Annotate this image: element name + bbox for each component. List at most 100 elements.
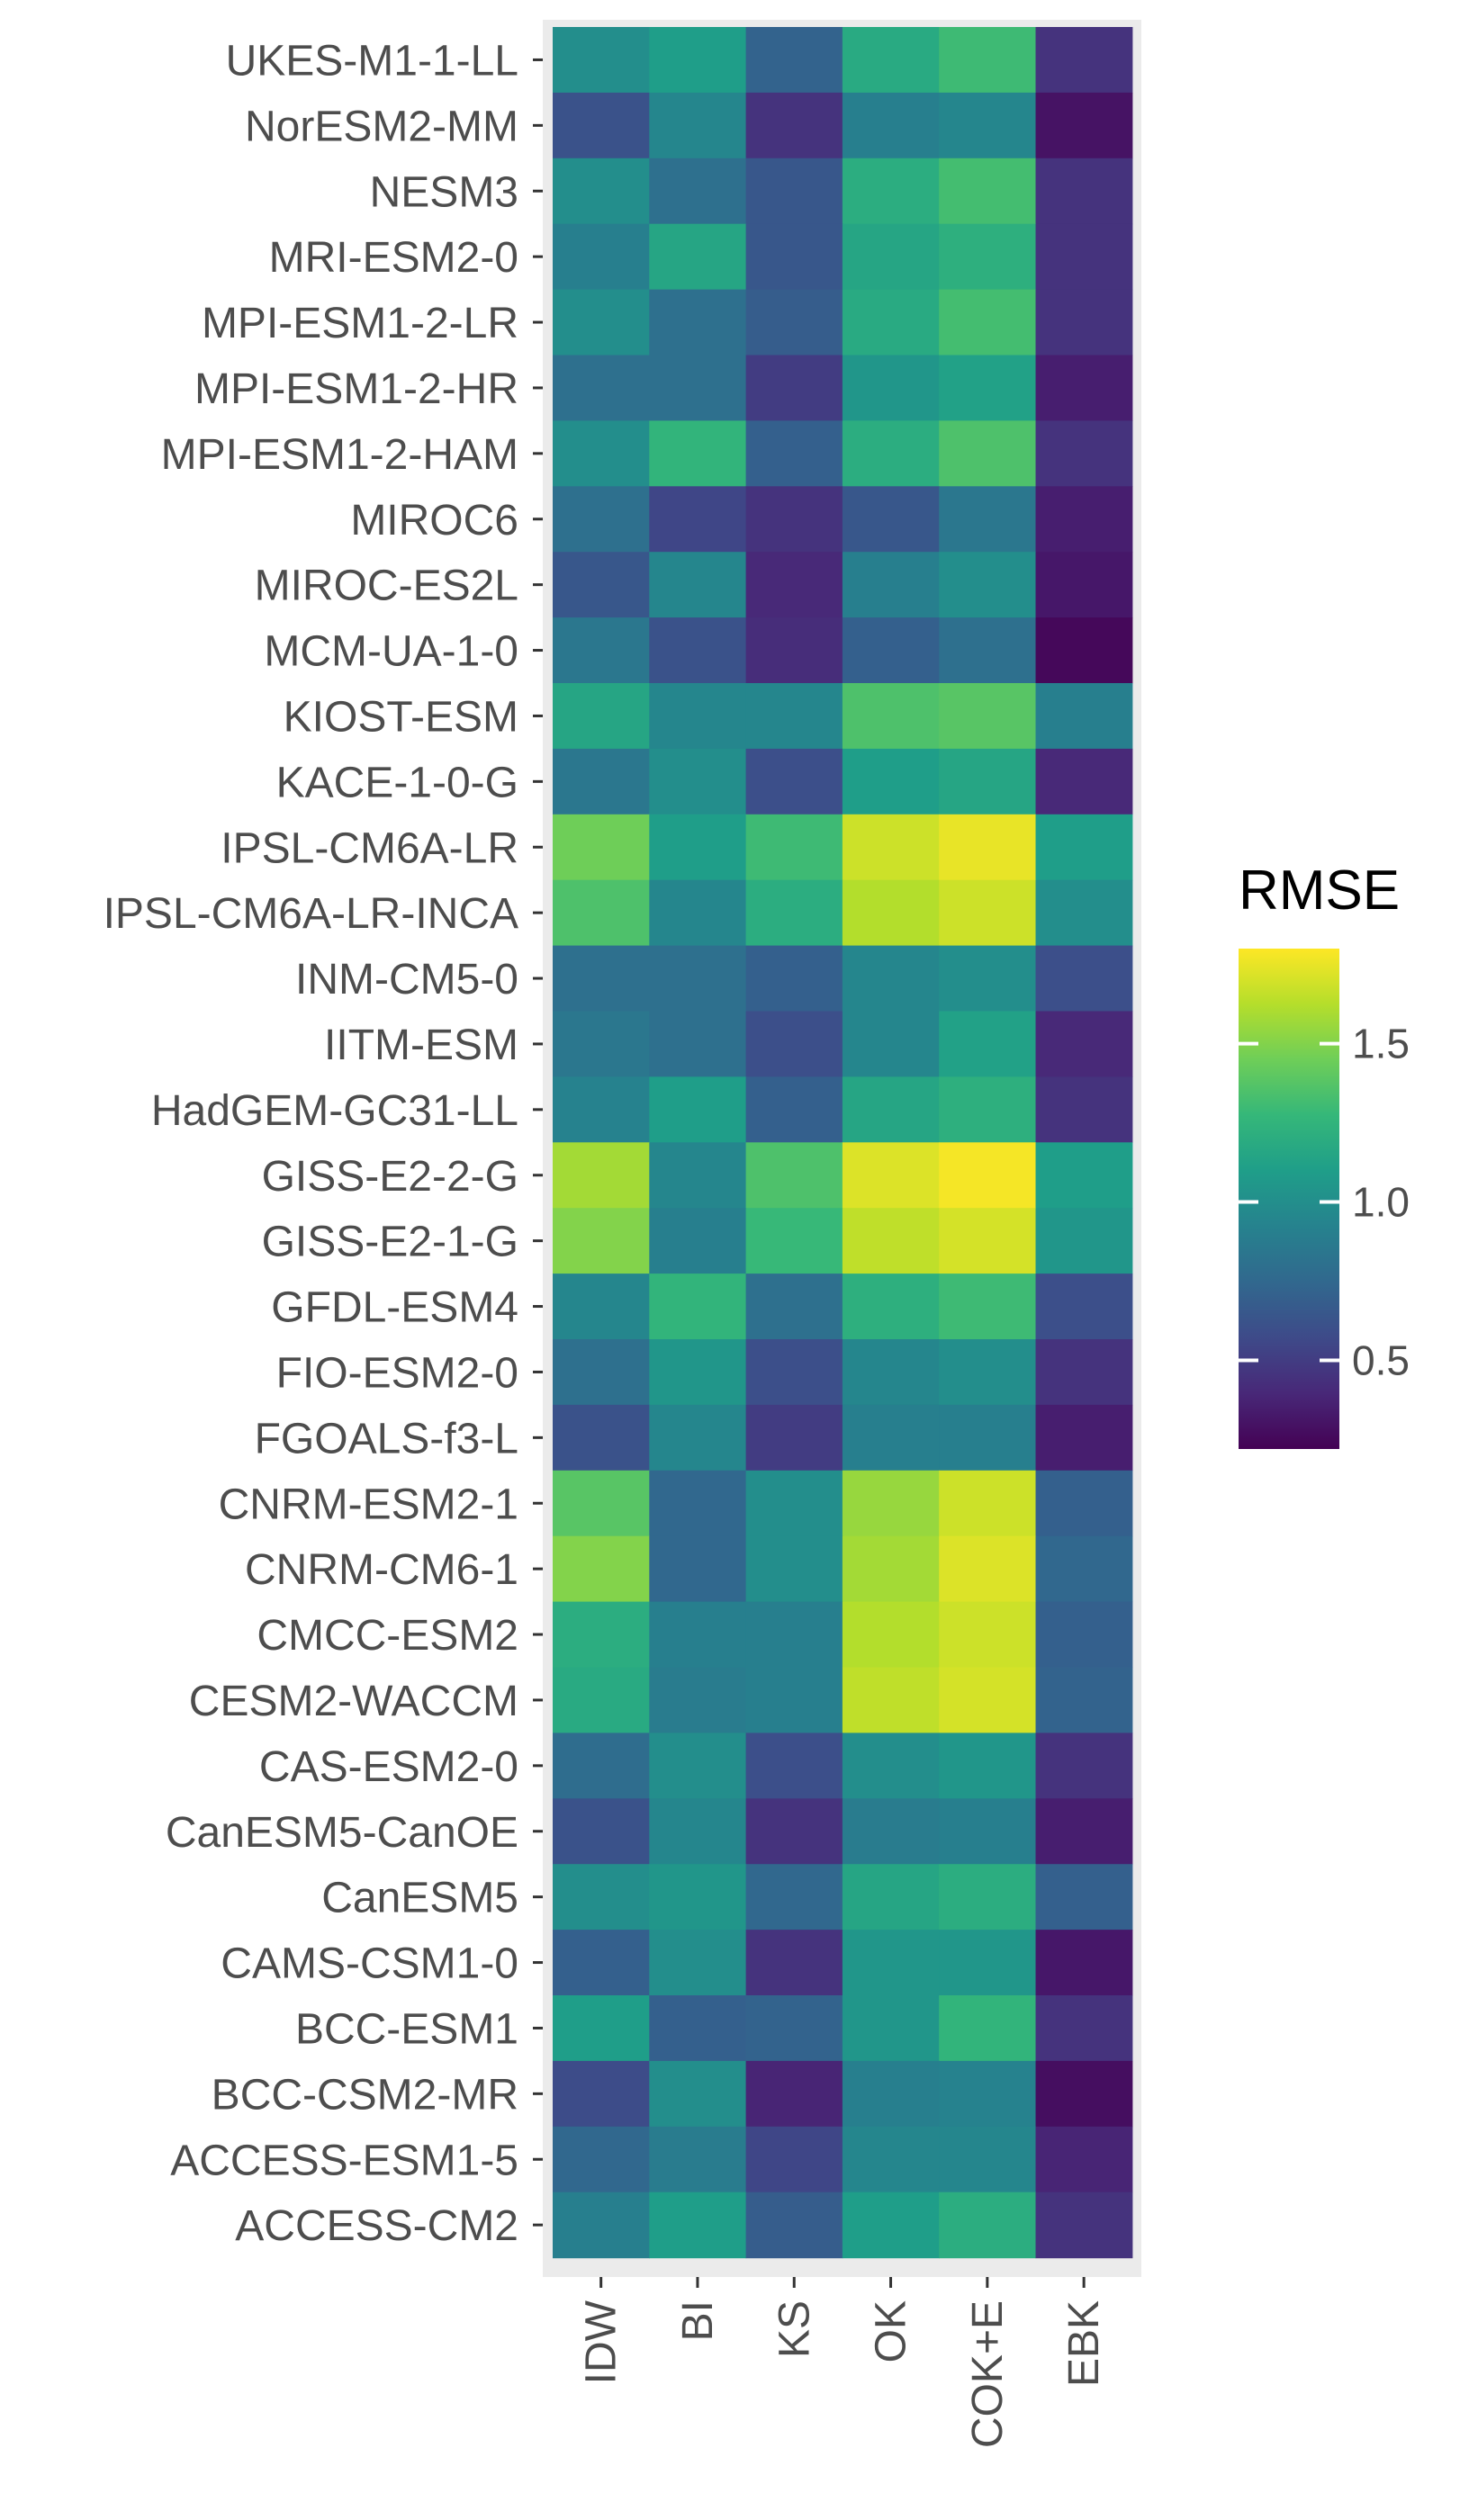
heatmap-cell <box>745 1142 843 1209</box>
heatmap-cell <box>745 1930 843 1996</box>
x-axis: IDW BI KS OK COK+E EBK <box>578 2277 1108 2448</box>
heatmap-cell <box>1035 1798 1133 1865</box>
heatmap-cell <box>939 552 1037 618</box>
heatmap-cell <box>939 1995 1037 2062</box>
heatmap-cell <box>939 2060 1037 2128</box>
x-tick-label: BI <box>674 2300 722 2341</box>
heatmap-cell <box>745 289 843 356</box>
heatmap-cell <box>842 1142 940 1209</box>
heatmap-cell <box>1035 1142 1133 1209</box>
heatmap-cell <box>939 1404 1037 1472</box>
heatmap-cell <box>553 355 650 421</box>
heatmap-cell <box>745 420 843 487</box>
heatmap-cell <box>745 223 843 291</box>
heatmap-cell <box>553 1208 650 1274</box>
legend-tick-label: 1.5 <box>1352 1021 1410 1067</box>
heatmap-cell <box>649 223 747 291</box>
heatmap-cell <box>649 1011 747 1077</box>
heatmap-cell <box>842 27 940 94</box>
x-tick-label: KS <box>771 2300 818 2358</box>
heatmap-cell <box>745 945 843 1012</box>
heatmap-cell <box>649 1535 747 1603</box>
heatmap-cell <box>842 1535 940 1603</box>
heatmap-cell <box>1035 223 1133 291</box>
heatmap-cell <box>553 1995 650 2062</box>
y-tick-label: ACCESS-CM2 <box>235 2202 518 2250</box>
heatmap-cell <box>939 1076 1037 1143</box>
heatmap-cell <box>649 1274 747 1340</box>
heatmap-cell <box>553 1011 650 1077</box>
heatmap-cell <box>553 2060 650 2128</box>
heatmap-cell <box>553 1667 650 1733</box>
heatmap-cell <box>1035 1011 1133 1077</box>
heatmap-cell <box>842 1339 940 1406</box>
heatmap-cell <box>939 1011 1037 1077</box>
heatmap-cell <box>745 1601 843 1669</box>
heatmap-cell <box>745 1667 843 1733</box>
x-tick-label: EBK <box>1060 2300 1108 2387</box>
heatmap-cell <box>939 1339 1037 1406</box>
heatmap-cell <box>553 1930 650 1996</box>
heatmap-cell <box>745 1798 843 1865</box>
heatmap-cell <box>939 92 1037 159</box>
heatmap-cell <box>745 1076 843 1143</box>
heatmap-cell <box>939 1930 1037 1996</box>
heatmap-cell <box>553 1864 650 1930</box>
heatmap-cell <box>745 879 843 947</box>
legend-ticks: 0.5 1.0 1.5 <box>1239 1021 1410 1383</box>
heatmap-cell <box>553 1470 650 1537</box>
heatmap-cell <box>842 683 940 750</box>
heatmap-cell <box>1035 2126 1133 2193</box>
heatmap-cell <box>1035 1404 1133 1472</box>
heatmap-cell <box>553 945 650 1012</box>
heatmap-cell <box>649 945 747 1012</box>
heatmap-cell <box>745 1995 843 2062</box>
heatmap-cell <box>939 355 1037 421</box>
heatmap-cell <box>842 1470 940 1537</box>
y-tick-label: CMCC-ESM2 <box>257 1612 518 1660</box>
y-tick-label: MIROC-ES2L <box>255 562 518 610</box>
heatmap-cell <box>1035 945 1133 1012</box>
y-tick-label: MRI-ESM2-0 <box>269 234 518 282</box>
y-tick-label: FIO-ESM2-0 <box>276 1349 518 1397</box>
heatmap-cell <box>649 420 747 487</box>
heatmap-cell <box>553 92 650 159</box>
y-tick-label: CanESM5 <box>321 1875 518 1922</box>
heatmap-cell <box>649 27 747 94</box>
heatmap-cell <box>553 1076 650 1143</box>
heatmap-cell <box>939 1667 1037 1733</box>
heatmap-cell <box>745 2060 843 2128</box>
y-tick-label: MIROC6 <box>350 497 518 544</box>
heatmap-cell <box>842 748 940 815</box>
heatmap-cell <box>553 1732 650 1799</box>
heatmap-cell <box>649 1208 747 1274</box>
heatmap-cell <box>553 1601 650 1669</box>
heatmap-cell <box>553 420 650 487</box>
heatmap-cell <box>745 1208 843 1274</box>
heatmap-cell <box>745 748 843 815</box>
heatmap-cell <box>1035 92 1133 159</box>
heatmap-cell <box>842 158 940 225</box>
y-tick-label: CAMS-CSM1-0 <box>221 1940 518 1988</box>
heatmap-cell <box>553 27 650 94</box>
heatmap-cell <box>1035 1864 1133 1930</box>
heatmap-cell <box>842 420 940 487</box>
heatmap-cell <box>842 355 940 421</box>
y-tick-label: BCC-ESM1 <box>295 2005 518 2053</box>
heatmap-cell <box>1035 27 1133 94</box>
heatmap-cell <box>1035 289 1133 356</box>
x-tick-label: COK+E <box>964 2300 1012 2448</box>
heatmap-cell <box>553 1142 650 1209</box>
heatmap-cell <box>842 289 940 356</box>
heatmap-cell <box>745 683 843 750</box>
legend-title: RMSE <box>1239 860 1400 922</box>
heatmap-cell <box>649 1470 747 1537</box>
heatmap-cell <box>1035 1339 1133 1406</box>
heatmap-cell <box>842 2192 940 2259</box>
heatmap-cell <box>1035 1930 1133 1996</box>
heatmap-cell <box>649 1601 747 1669</box>
y-tick-label: IPSL-CM6A-LR <box>221 824 518 872</box>
y-tick-label: NESM3 <box>370 168 518 216</box>
heatmap-cell <box>1035 2192 1133 2259</box>
